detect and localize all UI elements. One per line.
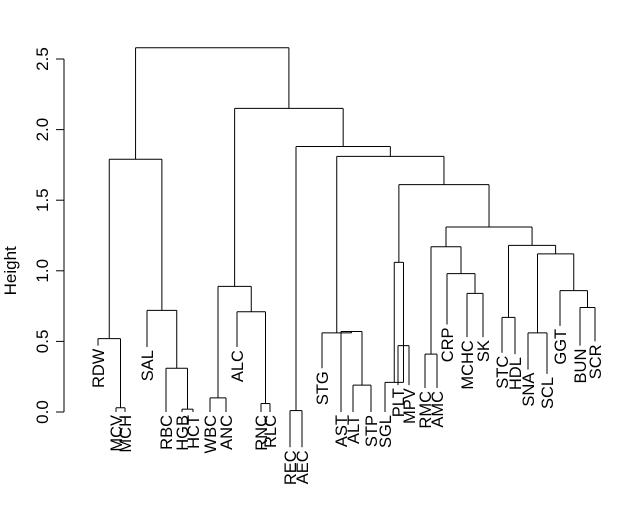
leaf-label: MCHC xyxy=(459,340,477,390)
leaf-label: SGL xyxy=(377,415,395,448)
y-tick-label: 2.5 xyxy=(33,47,52,71)
leaf-label: SK xyxy=(475,340,493,362)
y-tick-label: 1.5 xyxy=(33,188,52,212)
leaf-label: HGB xyxy=(174,415,192,451)
leaf-label: STC xyxy=(494,356,512,389)
y-tick-label: 0.5 xyxy=(33,330,52,354)
leaf-label: AST xyxy=(333,415,351,447)
leaf-label: ANC xyxy=(218,415,236,450)
leaf-label: HDL xyxy=(507,357,525,390)
y-tick-label: 0.0 xyxy=(33,400,52,424)
leaf-label: WBC xyxy=(202,415,220,454)
leaf-label: SCL xyxy=(539,377,557,409)
leaf-label: MCH xyxy=(117,415,135,453)
leaf-label: SAL xyxy=(139,350,157,381)
leaf-label: HCT xyxy=(185,415,203,449)
leaf-label: SNA xyxy=(520,373,538,407)
leaf-label: RMC xyxy=(417,391,435,429)
leaf-label: CRP xyxy=(439,327,457,362)
leaf-label: ALT xyxy=(345,415,363,444)
leaf-label: RBC xyxy=(158,415,176,450)
leaf-label: BUN xyxy=(572,349,590,384)
dendrogram-branches xyxy=(97,47,596,448)
leaf-label: RDW xyxy=(90,348,108,388)
leaf-label: RNC xyxy=(253,415,271,451)
leaf-label: MPV xyxy=(401,388,419,424)
leaf-label: RLC xyxy=(262,415,280,448)
leaf-label: GGT xyxy=(552,329,570,365)
y-tick-label: 1.0 xyxy=(33,259,52,283)
y-axis: 0.0 0.5 1.0 1.5 2.0 2.5 xyxy=(33,47,65,424)
leaf-label: STP xyxy=(363,415,381,447)
y-axis-label: Height xyxy=(1,246,20,295)
leaf-label: SCR xyxy=(587,344,605,379)
leaf-label: REC xyxy=(282,450,300,485)
leaf-label: PLT xyxy=(390,388,408,417)
leaf-label: STG xyxy=(314,371,332,405)
leaf-label: MCV xyxy=(108,415,126,452)
leaf-label: AMC xyxy=(429,391,447,428)
leaf-label: AEC xyxy=(294,450,312,484)
leaf-label: ALC xyxy=(229,350,247,382)
y-tick-label: 2.0 xyxy=(33,118,52,142)
